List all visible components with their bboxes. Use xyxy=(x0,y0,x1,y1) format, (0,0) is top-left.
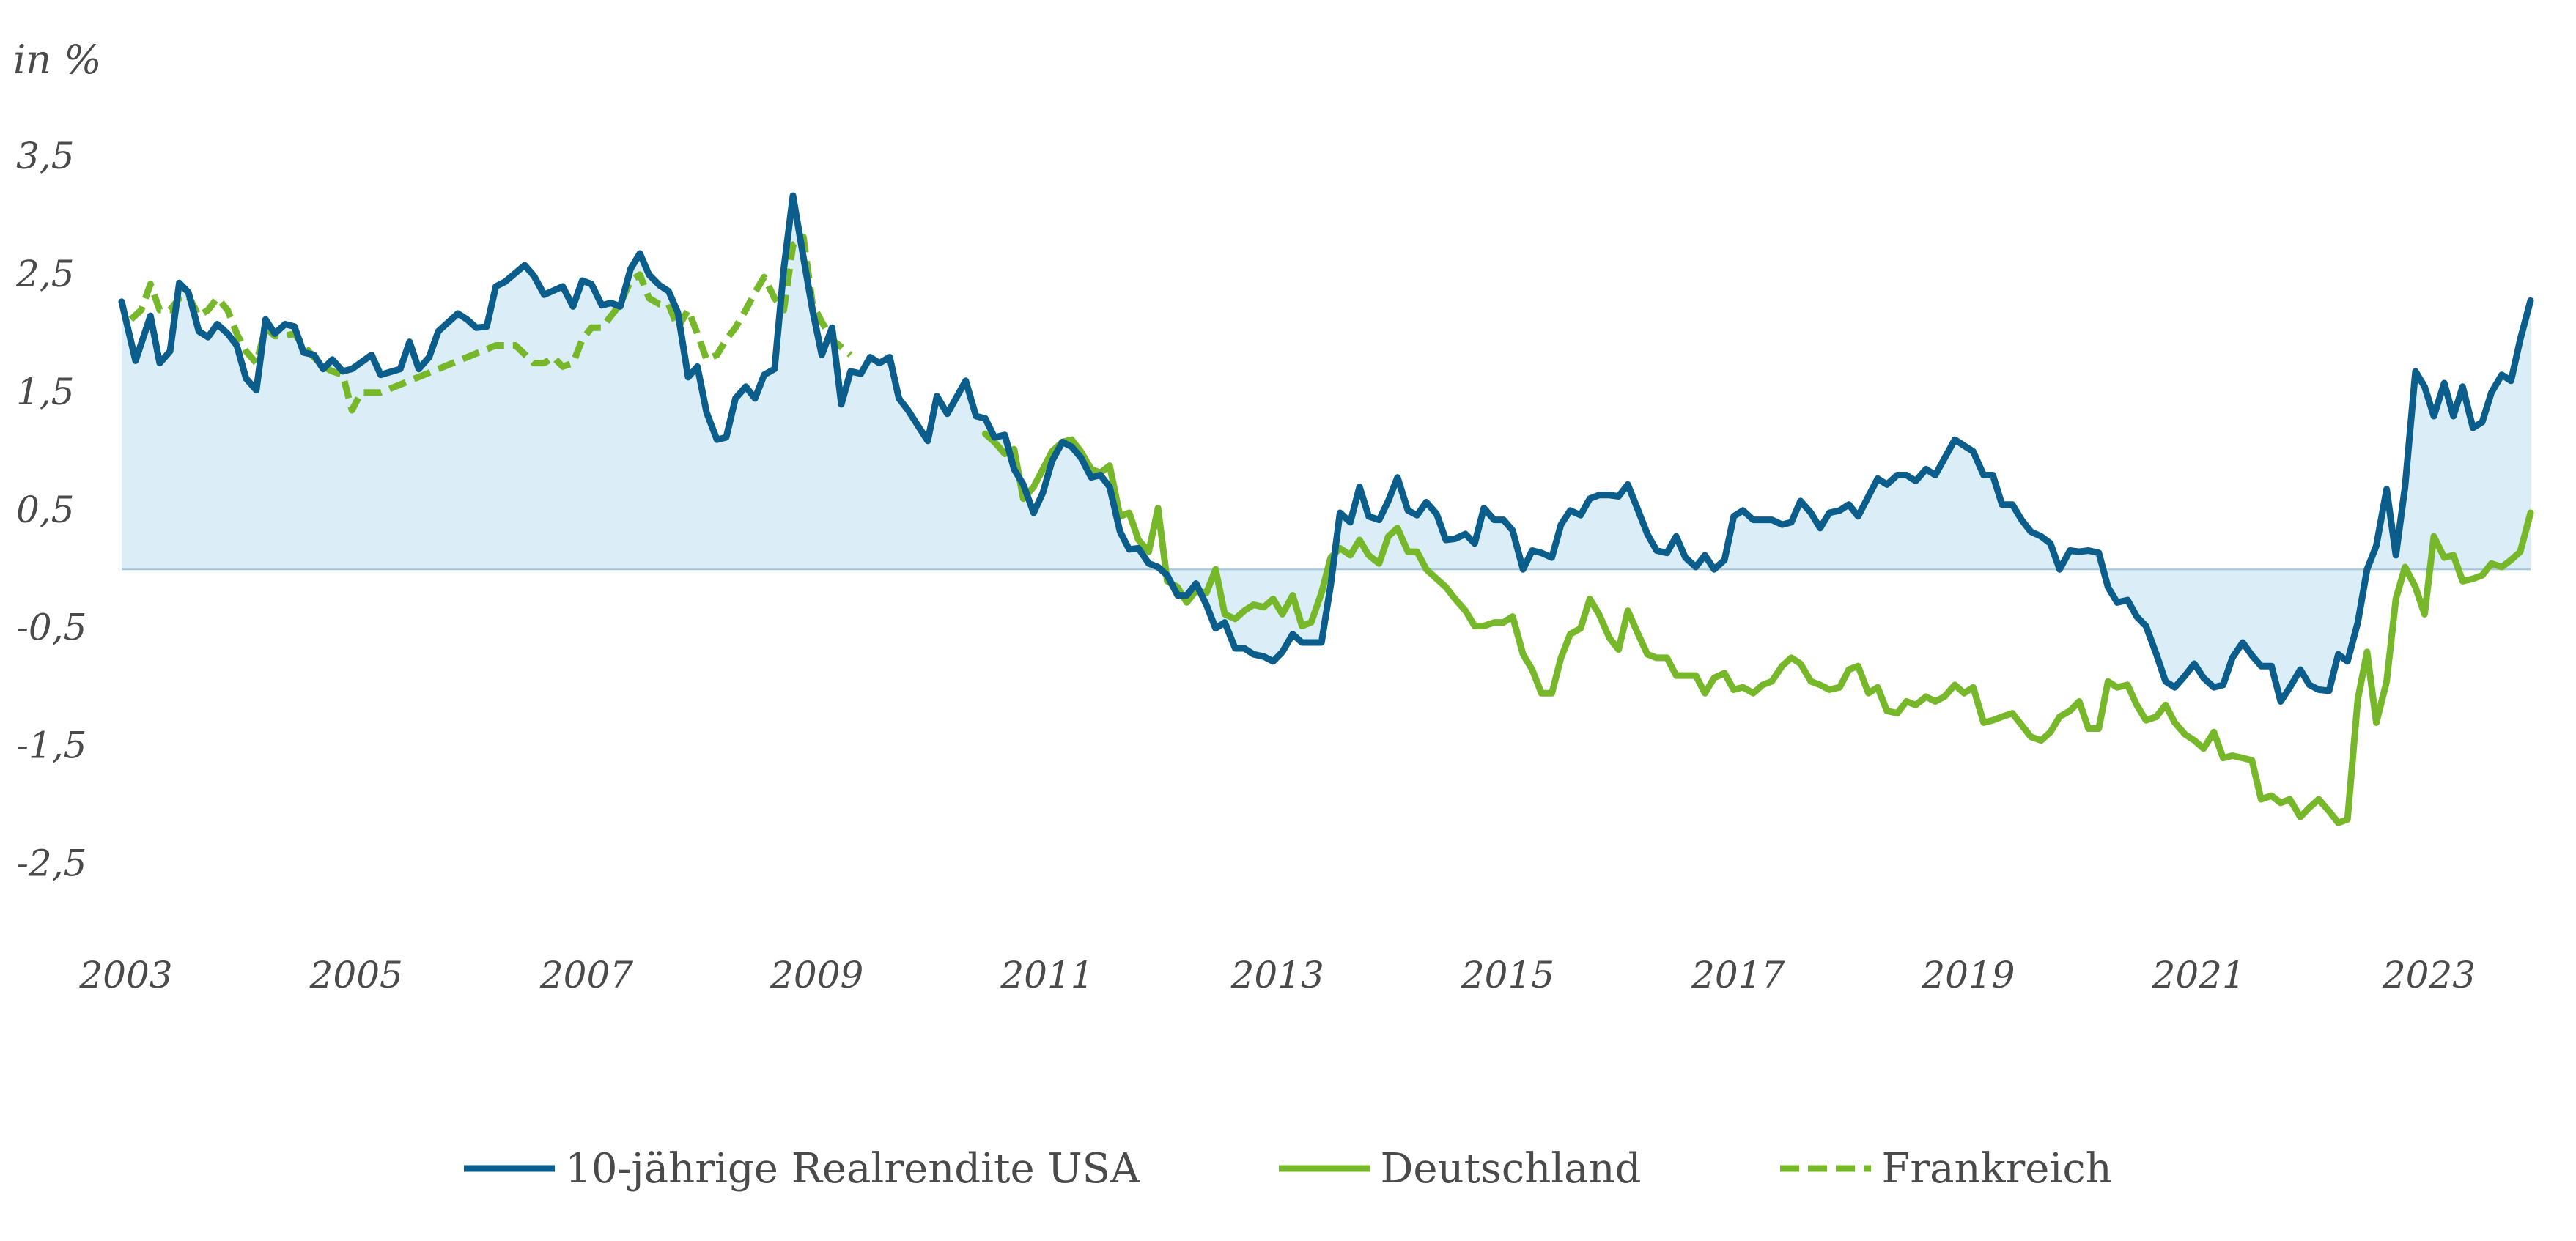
series-line-fr xyxy=(128,233,853,414)
y-tick-label: -1,5 xyxy=(16,725,86,767)
series-line-usa xyxy=(118,192,2534,705)
x-tick-label: 2019 xyxy=(1921,954,2015,996)
y-tick-label: 3,5 xyxy=(16,135,75,177)
x-tick-label: 2003 xyxy=(78,954,172,996)
series-lines xyxy=(118,192,2534,826)
x-axis-ticks: 2003 2005 2007 2009 2011 2013 2015 2017 2019 2021… xyxy=(78,954,2476,996)
x-tick-label: 2015 xyxy=(1461,954,1554,996)
y-tick-label: -2,5 xyxy=(16,842,86,885)
series-line-de xyxy=(981,430,2534,826)
x-tick-label: 2023 xyxy=(2382,954,2476,996)
x-tick-label: 2005 xyxy=(309,954,403,996)
legend-swatch-fr xyxy=(1780,1165,1872,1172)
x-tick-label: 2009 xyxy=(770,954,863,996)
y-axis-unit-label: in % xyxy=(13,37,102,83)
y-tick-label: 2,5 xyxy=(15,253,75,295)
legend-item-usa: 10-jährige Realrendite USA xyxy=(464,1145,1140,1193)
legend-label-usa: 10-jährige Realrendite USA xyxy=(565,1144,1140,1193)
x-tick-label: 2007 xyxy=(539,954,633,996)
legend-swatch-de xyxy=(1279,1165,1370,1172)
x-tick-label: 2011 xyxy=(1000,954,1093,996)
legend-label-de: Deutschland xyxy=(1380,1144,1642,1193)
y-axis-ticks: 3,5 2,5 1,5 0,5 -0,5 -1,5 -2,5 xyxy=(15,135,86,885)
legend-item-fr: Frankreich xyxy=(1780,1144,2112,1193)
x-tick-label: 2013 xyxy=(1230,954,1324,996)
x-tick-label: 2017 xyxy=(1691,954,1785,996)
y-tick-label: 1,5 xyxy=(16,371,75,413)
y-tick-label: 0,5 xyxy=(16,489,75,531)
legend-item-de: Deutschland xyxy=(1279,1145,1641,1193)
legend-swatch-usa xyxy=(464,1165,556,1172)
legend: 10-jährige Realrendite USA Deutschland F… xyxy=(0,1139,2576,1198)
y-tick-label: -0,5 xyxy=(16,607,86,649)
legend-label-fr: Frankreich xyxy=(1881,1144,2112,1193)
x-tick-label: 2021 xyxy=(2152,954,2245,996)
